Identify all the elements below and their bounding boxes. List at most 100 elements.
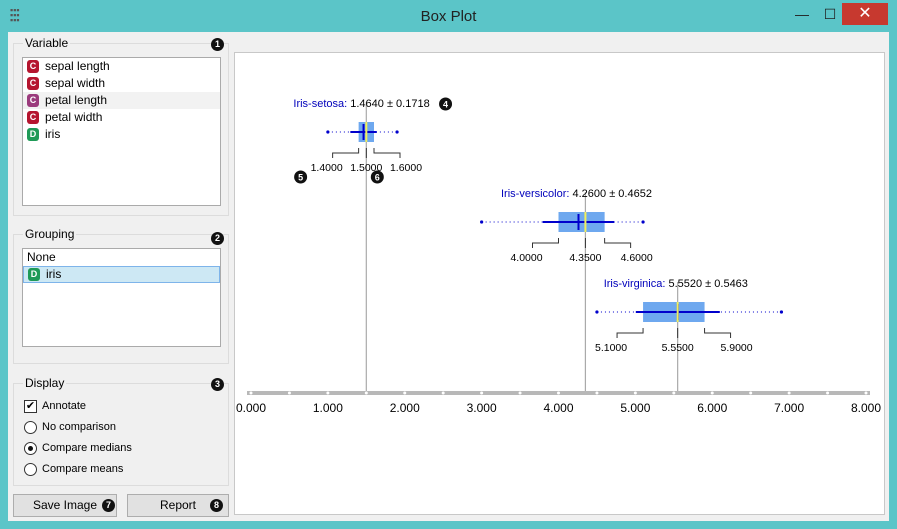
annotation-badge-number: 6 — [375, 173, 380, 183]
q3-bracket — [604, 238, 632, 248]
annotate-label: Annotate — [42, 400, 87, 412]
whisker-min-point — [595, 310, 599, 314]
axis-dot — [672, 391, 676, 395]
axis-dot — [518, 391, 522, 395]
axis-dot — [403, 391, 407, 395]
axis-dot — [249, 391, 253, 395]
report-button[interactable]: Report — [127, 494, 229, 517]
series-stat: 5.5520 ± 0.5463 — [665, 278, 748, 290]
annotation-badge — [439, 97, 453, 111]
save-image-badge: 7 — [102, 499, 115, 512]
no-comparison-label: No comparison — [42, 421, 116, 433]
grouping-group-title: Grouping — [23, 227, 77, 241]
x-tick-label: 1.000 — [313, 401, 343, 415]
variable-label: iris — [45, 127, 61, 141]
annotation-badge-number: 4 — [443, 100, 448, 110]
variable-label: sepal length — [45, 59, 110, 73]
axis-dot — [710, 391, 714, 395]
axis-dot — [557, 391, 560, 395]
q1-bracket — [616, 328, 644, 338]
grouping-label: None — [27, 250, 56, 264]
axis-dot — [326, 391, 330, 395]
variable-label: petal length — [45, 93, 108, 107]
q1-bracket — [332, 148, 360, 158]
axis-dot — [441, 391, 445, 395]
window-title: Box Plot — [420, 8, 477, 25]
maximize-button[interactable]: ☐ — [823, 6, 837, 22]
series-name: Iris-setosa: — [293, 98, 347, 110]
continuous-type-icon: C — [27, 77, 39, 90]
series-label: Iris-versicolor: 4.2600 ± 0.4652 — [501, 188, 652, 200]
q3-label: 1.6000 — [390, 162, 422, 174]
variable-label: sepal width — [45, 76, 106, 90]
checkmark-icon[interactable]: ✔ — [24, 400, 37, 413]
continuous-type-icon: C — [27, 94, 39, 107]
x-tick-label: 0.000 — [236, 401, 266, 415]
median-label: 4.3500 — [569, 252, 601, 264]
axis-dot — [480, 391, 484, 395]
annotation-badge-number: 5 — [298, 173, 303, 183]
q3-bracket — [373, 148, 401, 158]
compare-medians-label: Compare medians — [42, 442, 132, 454]
series-stat: 4.2600 ± 0.4652 — [569, 188, 652, 200]
grouping-label: iris — [46, 267, 62, 281]
continuous-type-icon: C — [27, 111, 39, 124]
variable-group-title: Variable — [23, 36, 71, 50]
q3-label: 4.6000 — [621, 252, 653, 264]
axis-dot — [633, 391, 637, 395]
q1-label: 4.0000 — [510, 252, 542, 264]
save-image-button[interactable]: Save Image — [13, 494, 117, 517]
app-grid-icon[interactable]: ▪▪▪ ▪▪▪ ▪▪▪ — [10, 5, 20, 25]
series-name: Iris-versicolor: — [501, 188, 569, 200]
box-plot-area[interactable]: Iris-setosa: 1.4640 ± 0.1718 1.4000 1.5000… — [234, 52, 885, 515]
variable-badge: 1 — [211, 38, 224, 51]
display-group: Display 3 ✔ Annotate No comparison Compa… — [13, 376, 229, 486]
grouping-badge: 2 — [211, 232, 224, 245]
radio-off-icon[interactable] — [24, 463, 37, 476]
save-image-label: Save Image — [32, 498, 98, 512]
axis-dot — [287, 391, 291, 395]
q3-label: 5.9000 — [721, 342, 753, 354]
axis-dot — [826, 391, 830, 395]
q3-bracket — [704, 328, 732, 338]
close-button[interactable]: ✕ — [842, 3, 888, 25]
report-badge: 8 — [210, 499, 223, 512]
x-tick-label: 4.000 — [543, 401, 573, 415]
x-tick-label: 6.000 — [697, 401, 727, 415]
minimize-button[interactable]: — — [795, 6, 809, 22]
whisker-max-point — [641, 220, 645, 224]
axis-dot — [749, 391, 753, 395]
x-tick-label: 5.000 — [620, 401, 650, 415]
box-plot-svg: Iris-setosa: 1.4640 ± 0.1718 1.4000 1.5000… — [236, 97, 881, 415]
x-tick-label: 8.000 — [851, 401, 881, 415]
report-label: Report — [159, 498, 197, 512]
whisker-max-point — [779, 310, 784, 314]
radio-on-icon[interactable] — [24, 442, 37, 455]
discrete-type-icon: D — [27, 128, 39, 141]
annotation-badge — [370, 170, 384, 184]
radio-off-icon[interactable] — [24, 421, 37, 434]
median-label: 5.5500 — [662, 342, 694, 354]
series-label: Iris-virginica: 5.5520 ± 0.5463 — [604, 278, 748, 290]
discrete-type-icon: D — [28, 268, 40, 281]
list-item-none[interactable]: None — [23, 249, 220, 266]
whisker-min-point — [326, 130, 330, 134]
x-tick-label: 3.000 — [467, 401, 497, 415]
title-bar: ▪▪▪ ▪▪▪ ▪▪▪ Box Plot — ☐ ✕ — [0, 0, 897, 32]
axis-dot — [787, 391, 791, 395]
x-tick-label: 7.000 — [774, 401, 804, 415]
whisker-min-point — [480, 220, 484, 224]
series-name: Iris-virginica: — [604, 278, 666, 290]
